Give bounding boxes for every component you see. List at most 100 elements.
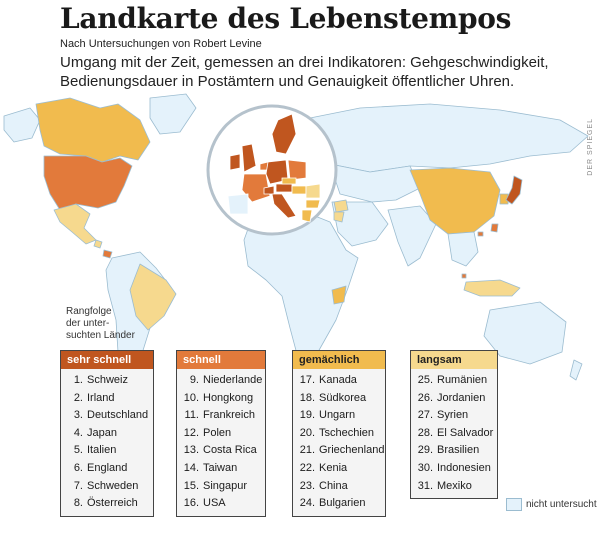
ranking-caption-line: suchten Länder [66,330,135,341]
ranking-item: 20. Tschechien [293,425,385,443]
ranking-list: 1. Schweiz 2. Irland 3. Deutschland 4. Japan… [61,369,153,513]
country-frankreich [241,173,271,203]
country-el-salvador [93,239,103,249]
ranking-item: 9. Niederlande [177,372,265,390]
country-italien [271,193,297,219]
ranking-item: 26. Jordanien [411,390,497,408]
region-se-asia [447,231,479,267]
country-name: Syrien [437,409,469,422]
country-polen [287,159,307,181]
ranking-item: 19. Ungarn [293,407,385,425]
country-name: Kanada [319,374,357,386]
country-name: Deutschland [87,409,149,422]
region-iberia [227,193,249,215]
country-indonesien [463,279,521,297]
ranking-item: 12. Polen [177,425,265,443]
ranking-group-gemaechlich: gemächlich 17. Kanada 18. Südkorea 19. Unga… [292,350,386,517]
country-name: Italien [87,444,117,457]
country-jordanien [333,211,345,223]
region-central-asia [329,163,421,203]
country-name: China [319,479,348,492]
country-name: USA [203,497,226,510]
ranking-group-schnell: schnell 9. Niederlande 10. Hongkong 11. Fra… [176,350,266,517]
country-england [241,143,257,173]
rank-number: 15. [183,479,199,492]
rank-number: 28. [417,426,433,439]
rank-number: 31. [417,479,433,492]
ranking-list: 17. Kanada 18. Südkorea 19. Ungarn 20. Tsche… [293,369,385,513]
region-greenland [149,93,197,135]
country-name: El Salvador [437,426,494,439]
rank-number: 6. [73,461,83,474]
rank-number: 21. [299,444,315,457]
country-name: Jordanien [437,391,486,404]
rank-number: 25. [417,374,433,386]
ranking-item: 15. Singapur [177,478,265,496]
rank-number: 26. [417,391,433,404]
country-name: England [87,461,128,474]
ranking-item: 24. Bulgarien [293,495,385,513]
country-costa-rica [102,249,113,259]
group-heading: schnell [177,351,265,369]
ranking-item: 10. Hongkong [177,390,265,408]
country-singapur [461,273,467,279]
country-name: Bulgarien [319,497,366,510]
ranking-item: 2. Irland [61,390,153,408]
rank-number: 5. [73,444,83,457]
ranking-item: 28. El Salvador [411,425,497,443]
ranking-caption: Rangfolge der unter- suchten Länder [66,306,146,342]
ranking-item: 30. Indonesien [411,460,497,478]
country-schweden [271,113,297,155]
country-rumaenien [305,183,321,199]
country-name: Ungarn [319,409,356,422]
rank-number: 23. [299,479,315,492]
country-name: Frankreich [203,409,255,422]
legend-label: nicht untersucht [526,499,597,510]
group-heading: sehr schnell [61,351,153,369]
rank-number: 22. [299,461,315,474]
country-name: Rumänien [437,374,488,386]
country-oesterreich [275,183,293,193]
country-brasilien [129,263,177,331]
country-hongkong [477,231,484,237]
credit-line: Nach Untersuchungen von Robert Levine [60,38,262,50]
ranking-item: 16. USA [177,495,265,513]
country-name: Südkorea [319,391,367,404]
country-name: Polen [203,426,232,439]
ranking-item: 6. England [61,460,153,478]
ranking-caption-line: der unter- [66,318,110,329]
ranking-list: 9. Niederlande 10. Hongkong 11. Frankreich … [177,369,265,513]
region-alaska [3,107,41,143]
country-china [409,167,501,235]
country-name: Schweden [87,479,139,492]
ranking-item: 8. Österreich [61,495,153,513]
ranking-item: 11. Frankreich [177,407,265,425]
country-syrien [333,199,349,213]
rank-number: 10. [183,391,199,404]
ranking-item: 7. Schweden [61,478,153,496]
ranking-item: 31. Mexiko [411,478,497,496]
country-griechenland [301,209,313,223]
country-name: Tschechien [319,426,375,439]
ranking-item: 29. Brasilien [411,442,497,460]
rank-number: 12. [183,426,199,439]
map-title: Landkarte des Lebenstempos [60,2,512,35]
ranking-group-langsam: langsam 25. Rumänien 26. Jordanien 27. Syri… [410,350,498,500]
rank-number: 7. [73,479,83,492]
group-heading: langsam [411,351,497,369]
region-new-zealand [569,359,583,381]
rank-number: 14. [183,461,199,474]
ranking-item: 1. Schweiz [61,372,153,390]
ranking-item: 23. China [293,478,385,496]
country-suedkorea [499,193,509,205]
legend-not-studied: nicht untersucht [506,498,597,511]
rank-number: 17. [299,374,315,386]
country-name: Irland [87,391,115,404]
world-map [3,93,589,389]
country-name: Schweiz [87,374,128,386]
country-name: Österreich [87,497,138,510]
legend-swatch [506,498,522,511]
rank-number: 27. [417,409,433,422]
group-heading: gemächlich [293,351,385,369]
rank-number: 16. [183,497,199,510]
